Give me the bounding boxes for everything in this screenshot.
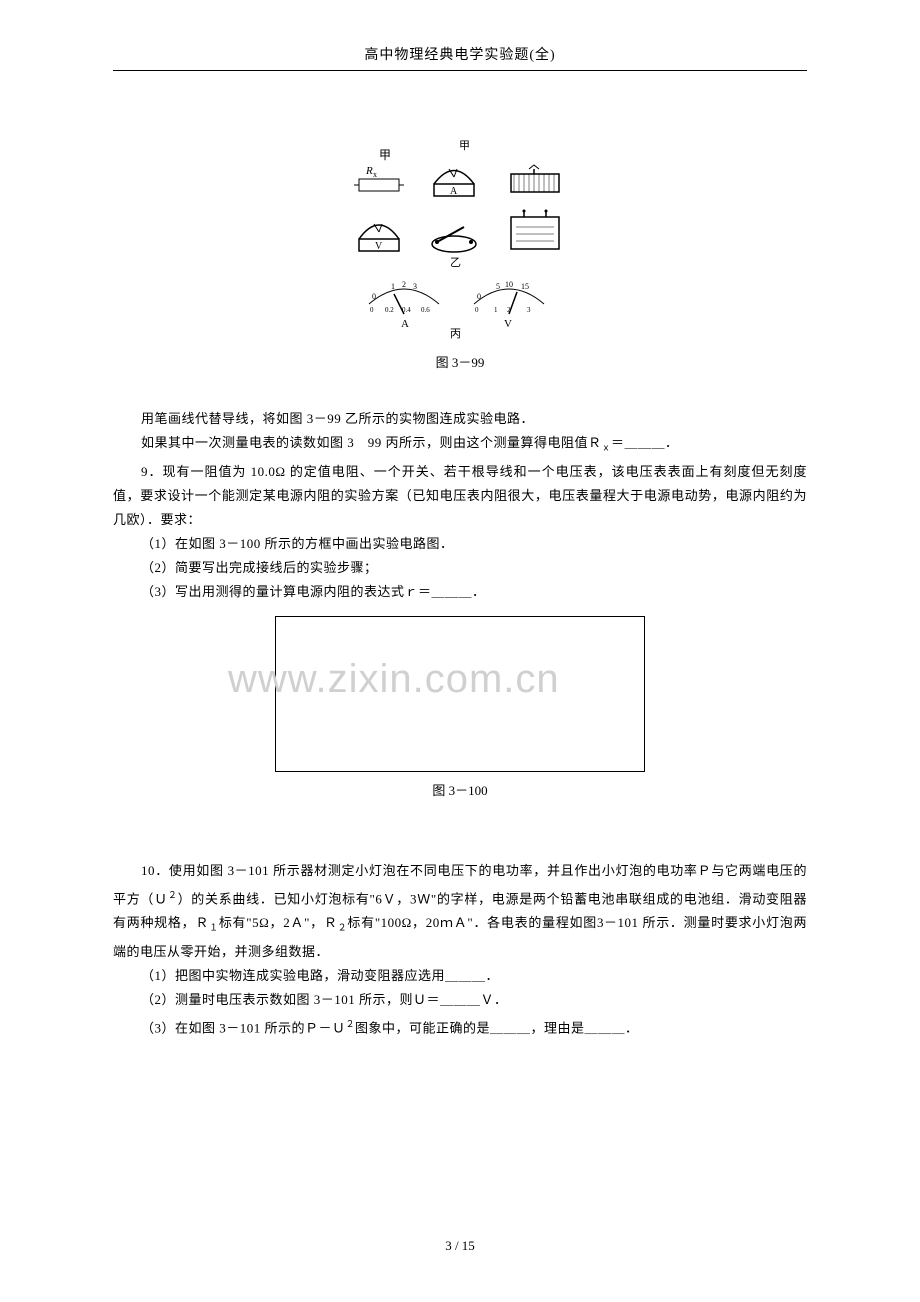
section10-p1-sup1: ２ — [168, 890, 178, 900]
section9-item3-prefix: （3）写出用测得的量计算电源内阻的表达式ｒ＝ — [141, 584, 432, 599]
svg-text:A: A — [401, 318, 409, 330]
svg-text:甲: 甲 — [459, 140, 470, 152]
section8-p2-sub: ｘ — [602, 443, 612, 453]
svg-text:丙: 丙 — [450, 328, 461, 339]
svg-text:0.2: 0.2 — [385, 306, 394, 314]
figure-99-caption: 图 3－99 — [113, 352, 807, 371]
svg-text:x: x — [373, 170, 377, 179]
section10-item3-prefix: （3）在如图 3－101 所示的Ｐ－Ｕ — [141, 1020, 346, 1035]
watermark-text: www.zixin.com.cn — [228, 657, 560, 702]
section10-p1: 10．使用如图 3－101 所示器材测定小灯泡在不同电压下的电功率，并且作出小灯… — [113, 859, 807, 964]
figure-99: 甲 R x 甲 A — [113, 139, 807, 344]
page-footer: 3 / 15 — [0, 1238, 920, 1254]
section8-p2-prefix: 如果其中一次测量电表的读数如图 3 99 丙所示，则由这个测量算得电阻值Ｒ — [141, 435, 602, 450]
svg-text:3: 3 — [413, 282, 417, 291]
svg-text:0: 0 — [477, 292, 481, 301]
svg-text:1: 1 — [494, 306, 498, 314]
svg-text:V: V — [504, 318, 512, 330]
svg-text:3: 3 — [527, 306, 531, 314]
section10-p1-sub1: １ — [209, 923, 219, 933]
section10-p1-mid2: 标有"5Ω，2Ａ"，Ｒ — [219, 915, 338, 930]
section8-p1: 用笔画线代替导线，将如图 3－99 乙所示的实物图连成实验电路． — [113, 407, 807, 431]
figure-100-box: www.zixin.com.cn — [275, 616, 645, 772]
svg-text:2: 2 — [402, 280, 406, 289]
section9-p1: 9．现有一阻值为 10.0Ω 的定值电阻、一个开关、若干根导线和一个电压表，该电… — [113, 460, 807, 532]
section10-p1-suffix: 标有"100Ω，20ｍＡ"．各电表的量程如图3－101 所示．测量时要求小灯泡两… — [113, 915, 807, 959]
svg-text:R: R — [365, 165, 373, 177]
figure-99-image: 甲 R x 甲 A — [349, 139, 571, 344]
section9-item3-suffix: ＿＿＿． — [432, 584, 486, 599]
svg-text:0: 0 — [372, 292, 376, 301]
section9-item1: （1）在如图 3－100 所示的方框中画出实验电路图． — [113, 532, 807, 556]
svg-text:V: V — [375, 241, 383, 252]
section10-item2: （2）测量时电压表示数如图 3－101 所示，则Ｕ＝＿＿＿Ｖ． — [113, 988, 807, 1012]
section10-item3-suffix: 图象中，可能正确的是＿＿＿，理由是＿＿＿． — [355, 1020, 639, 1035]
section10-item3-sup: ２ — [346, 1019, 356, 1029]
section10-p1-sub2: ２ — [338, 923, 348, 933]
svg-text:5: 5 — [496, 282, 500, 291]
svg-text:15: 15 — [521, 282, 529, 291]
section9-item3: （3）写出用测得的量计算电源内阻的表达式ｒ＝＿＿＿． — [113, 580, 807, 604]
svg-text:0: 0 — [370, 306, 374, 314]
svg-text:A: A — [450, 186, 458, 197]
section8-p2: 如果其中一次测量电表的读数如图 3 99 丙所示，则由这个测量算得电阻值Ｒｘ＝＿… — [113, 431, 807, 460]
section9-item2: （2）简要写出完成接线后的实验步骤； — [113, 556, 807, 580]
svg-text:10: 10 — [505, 280, 513, 289]
svg-text:甲: 甲 — [379, 148, 391, 162]
page-header: 高中物理经典电学实验题(全) — [113, 0, 807, 71]
section10-item1: （1）把图中实物连成实验电路，滑动变阻器应选用＿＿＿． — [113, 964, 807, 988]
svg-text:0: 0 — [475, 306, 479, 314]
svg-text:乙: 乙 — [450, 256, 461, 269]
section10-item3: （3）在如图 3－101 所示的Ｐ－Ｕ２图象中，可能正确的是＿＿＿，理由是＿＿＿… — [113, 1012, 807, 1040]
section8-p2-suffix: ＝＿＿＿． — [611, 435, 679, 450]
svg-text:1: 1 — [391, 282, 395, 291]
figure-100-caption: 图 3－100 — [113, 780, 807, 799]
svg-text:0.6: 0.6 — [421, 306, 430, 314]
